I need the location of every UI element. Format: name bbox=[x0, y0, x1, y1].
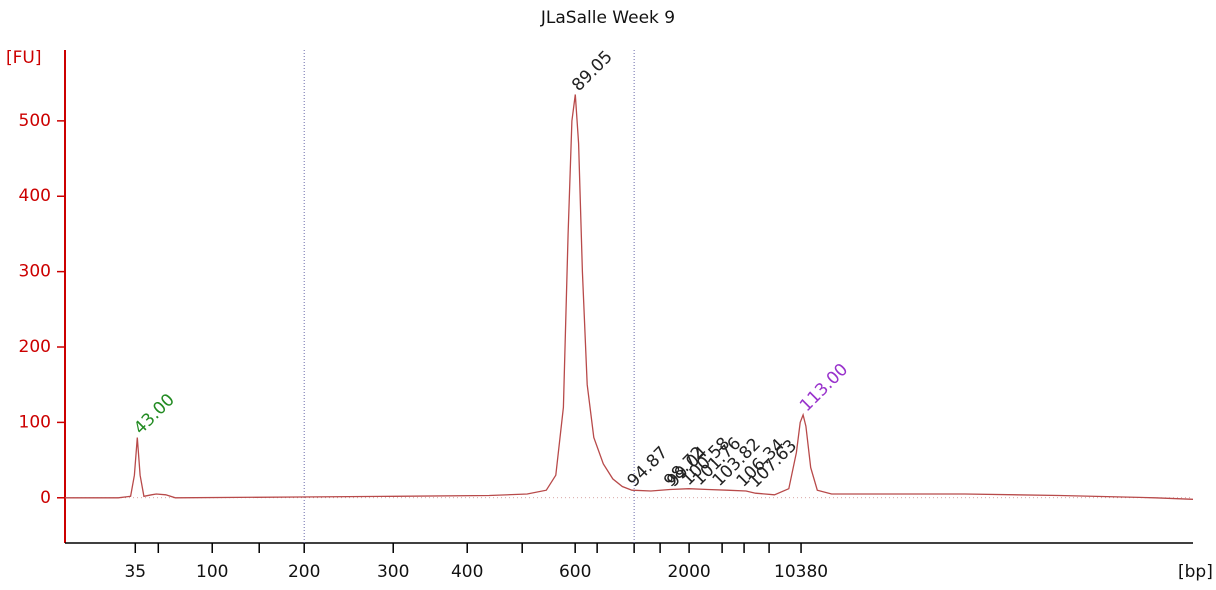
x-tick-label: 200 bbox=[288, 562, 320, 582]
y-tick-label: 500 bbox=[19, 111, 51, 131]
x-tick-label: 35 bbox=[124, 562, 146, 582]
peak-label: 113.00 bbox=[796, 360, 852, 416]
x-tick-label: 600 bbox=[559, 562, 591, 582]
x-tick-label: 300 bbox=[377, 562, 409, 582]
peak-label: 89.05 bbox=[568, 47, 617, 96]
y-axis-label: [FU] bbox=[6, 48, 42, 68]
trace bbox=[65, 94, 1194, 500]
y-tick-label: 400 bbox=[19, 186, 51, 206]
x-tick-label: 10380 bbox=[774, 562, 828, 582]
x-tick-label: 2000 bbox=[667, 562, 710, 582]
y-tick-label: 100 bbox=[19, 412, 51, 432]
x-tick-label: 400 bbox=[451, 562, 483, 582]
chart-title: JLaSalle Week 9 bbox=[540, 8, 675, 28]
peak-label: 94.87 bbox=[624, 443, 673, 492]
x-tick-label: 100 bbox=[196, 562, 228, 582]
y-tick-label: 200 bbox=[19, 337, 51, 357]
y-tick-label: 0 bbox=[40, 488, 51, 508]
peak-label: 43.00 bbox=[130, 390, 179, 439]
x-axis-label: [bp] bbox=[1178, 562, 1213, 582]
y-tick-label: 300 bbox=[19, 262, 51, 282]
